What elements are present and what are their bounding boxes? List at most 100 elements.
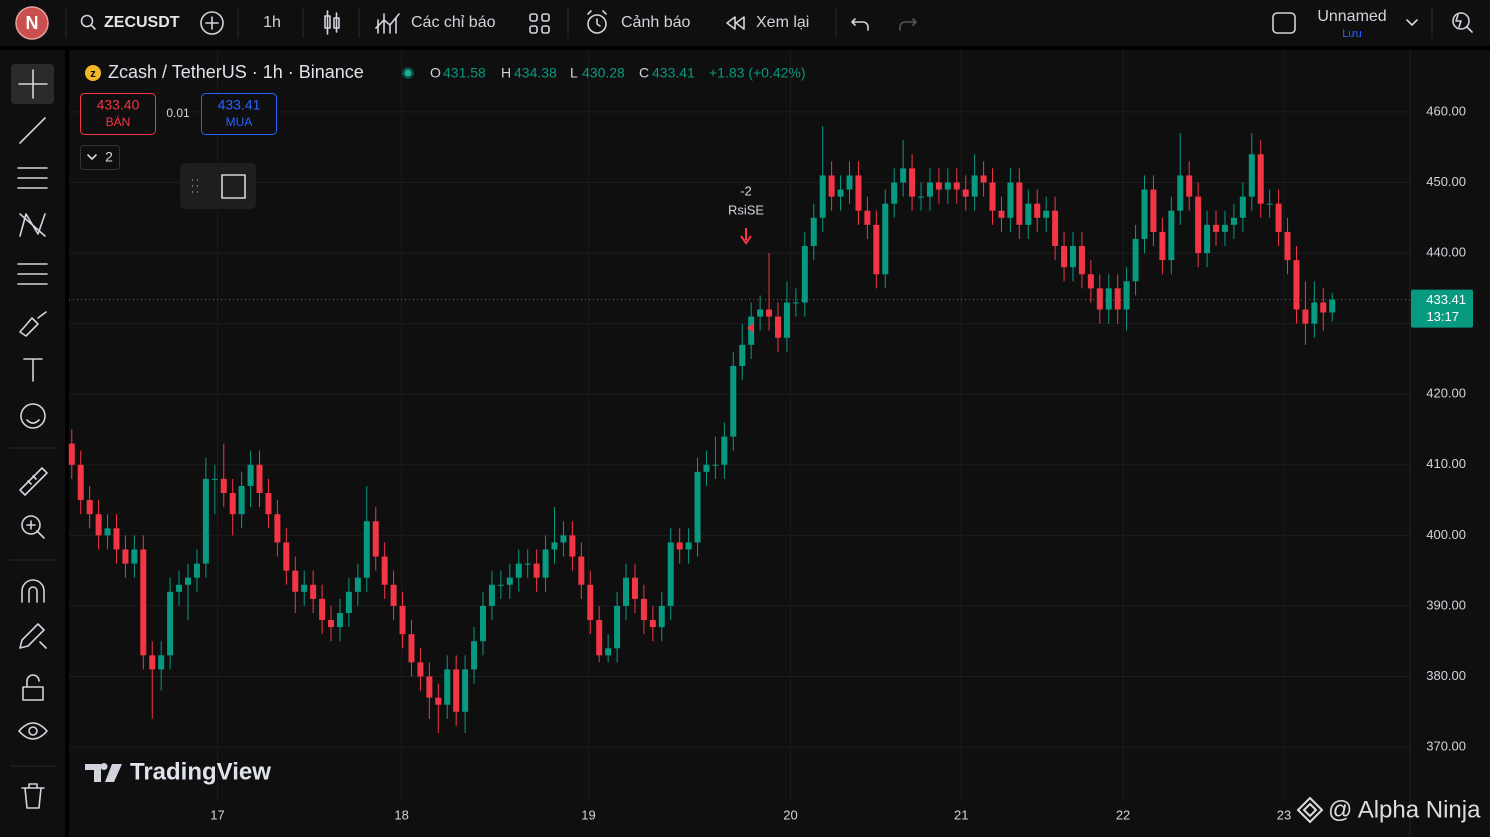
- candle-body: [971, 175, 978, 197]
- candle-body: [926, 182, 933, 197]
- candle-body: [623, 577, 630, 606]
- crosshair-tool[interactable]: [18, 69, 48, 99]
- candle-body: [989, 182, 996, 211]
- author-icon: [1296, 796, 1324, 824]
- sell-label: BÁN: [106, 114, 131, 129]
- signal-value: -2: [740, 183, 752, 198]
- candle-body: [1069, 246, 1076, 268]
- candle-body: [211, 478, 218, 480]
- indicators-button[interactable]: Các chỉ báo: [375, 13, 496, 34]
- text-tool[interactable]: [23, 358, 43, 382]
- high-value: 434.38: [514, 65, 557, 81]
- candle-body: [819, 175, 826, 218]
- icon-tool[interactable]: [20, 403, 46, 429]
- forecast-tool[interactable]: [17, 263, 48, 285]
- candle-body: [774, 316, 781, 338]
- candle-body: [667, 542, 674, 606]
- layout-button[interactable]: [1272, 12, 1296, 34]
- undo-button[interactable]: [851, 18, 869, 31]
- candle-body: [1025, 203, 1032, 225]
- y-tick-label: 450.00: [1426, 174, 1466, 189]
- candle-body: [77, 464, 84, 501]
- candle-body: [274, 514, 281, 543]
- candle-body: [176, 584, 183, 592]
- candle-body: [399, 605, 406, 635]
- chart-type[interactable]: [324, 10, 340, 35]
- candle-body: [328, 620, 335, 628]
- candle-body: [944, 182, 951, 190]
- candle-body: [631, 577, 638, 599]
- compare-button[interactable]: [200, 11, 224, 35]
- candle-body: [479, 605, 486, 642]
- candle-body: [712, 464, 719, 466]
- svg-text:z: z: [90, 68, 96, 80]
- signal-annotation: -2 RsiSE: [728, 183, 764, 333]
- sell-price: 433.40: [97, 97, 140, 113]
- candle-body: [1302, 309, 1309, 324]
- alerts-label: Cảnh báo: [621, 14, 690, 31]
- candle-body: [578, 556, 585, 585]
- candle-body: [1239, 196, 1246, 218]
- indicators-label: Các chỉ báo: [411, 14, 496, 31]
- y-tick-label: 460.00: [1426, 103, 1466, 118]
- candle-body: [694, 471, 701, 543]
- candle-body: [86, 500, 93, 515]
- floating-toolbar[interactable]: [180, 163, 256, 209]
- candle-body: [1213, 224, 1220, 232]
- interval[interactable]: 1h: [263, 14, 281, 31]
- sell-button[interactable]: 433.40 BÁN: [80, 93, 156, 135]
- left-toolbar: [0, 50, 65, 837]
- change-value: +1.83 (+0.42%): [709, 65, 806, 81]
- x-tick-label: 19: [581, 807, 595, 822]
- candle-body: [345, 591, 352, 613]
- candle-body: [810, 217, 817, 247]
- candle-body: [506, 577, 513, 585]
- candle-body: [533, 563, 540, 578]
- redo-button[interactable]: [899, 18, 917, 31]
- candle-body: [1123, 281, 1130, 310]
- open-value: 431.58: [443, 65, 486, 81]
- avatar[interactable]: N: [15, 6, 49, 40]
- delete-tool[interactable]: [21, 783, 45, 809]
- candle-body: [444, 669, 451, 705]
- magnet-tool[interactable]: [21, 579, 45, 603]
- candle-body: [247, 464, 254, 486]
- templates-button[interactable]: [529, 13, 550, 34]
- candle-body: [739, 344, 746, 366]
- candle-body: [569, 535, 576, 557]
- symbol-search[interactable]: ZECUSDT: [80, 14, 180, 31]
- candle-body: [935, 182, 942, 190]
- zoom-tool[interactable]: [21, 515, 45, 539]
- alerts-button[interactable]: Cảnh báo: [587, 10, 690, 34]
- candle-body: [1168, 210, 1175, 261]
- low-value: 430.28: [582, 65, 625, 81]
- high-label: H: [501, 65, 511, 81]
- candle-body: [104, 528, 111, 536]
- replay-button[interactable]: Xem lại: [726, 14, 809, 31]
- candle-body: [649, 620, 656, 628]
- candle-body: [1114, 288, 1121, 310]
- candle-body: [676, 542, 683, 550]
- countdown-label: 13:17: [1426, 309, 1459, 324]
- ruler-tool[interactable]: [19, 467, 48, 496]
- visibility-tool[interactable]: [18, 722, 48, 740]
- buy-button[interactable]: 433.41 MUA: [201, 93, 277, 135]
- legend: z Zcash / TetherUS · 1h · Binance O 431.…: [85, 62, 806, 82]
- candle-body: [1105, 288, 1112, 310]
- x-tick-label: 18: [394, 807, 408, 822]
- draw-mode-tool[interactable]: [19, 623, 47, 649]
- candle-body: [95, 514, 102, 536]
- pattern-tool[interactable]: [19, 213, 46, 237]
- candle-body: [1096, 288, 1103, 310]
- candle-body: [471, 641, 478, 670]
- lock-tool[interactable]: [22, 674, 44, 701]
- layout-menu[interactable]: Unnamed Lưu: [1317, 8, 1418, 40]
- indicator-toggle[interactable]: 2: [80, 145, 120, 170]
- legend-title: Zcash / TetherUS · 1h · Binance: [108, 62, 364, 82]
- y-tick-label: 400.00: [1426, 527, 1466, 542]
- candle-body: [882, 203, 889, 275]
- trend-line-tool[interactable]: [19, 117, 46, 144]
- fib-tool[interactable]: [17, 167, 48, 189]
- quick-search[interactable]: [1452, 12, 1473, 33]
- brush-tool[interactable]: [19, 311, 47, 337]
